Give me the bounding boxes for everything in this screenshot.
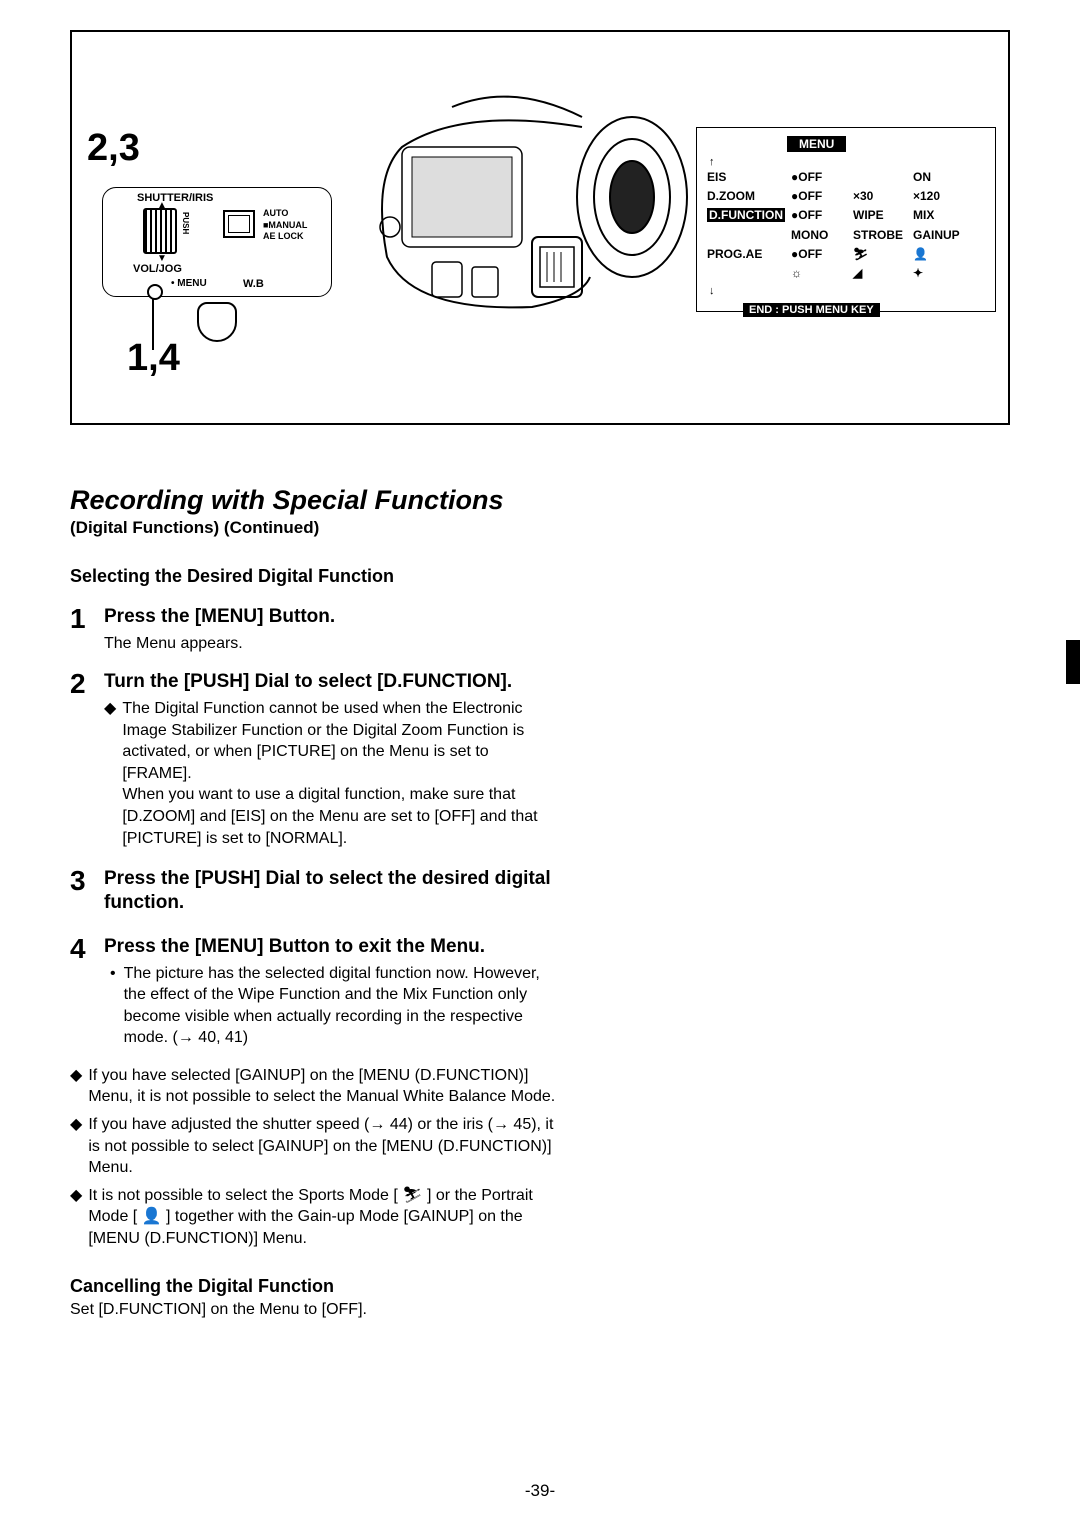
menu-screen: MENU ↑ EIS●OFFOND.ZOOM●OFF×30×120D.FUNCT… xyxy=(696,127,996,312)
diamond-note: ◆If you have selected [GAINUP] on the [M… xyxy=(70,1065,560,1108)
notes-block: ◆If you have selected [GAINUP] on the [M… xyxy=(70,1065,560,1250)
menu-screen-title: MENU xyxy=(787,136,846,152)
auto-label: AUTO xyxy=(263,208,307,220)
section-title: Recording with Special Functions xyxy=(70,485,1010,516)
diamond-note: ◆If you have adjusted the shutter speed … xyxy=(70,1114,560,1179)
dial-diagram: SHUTTER/IRIS ▲ PUSH ▼ AUTO ■MANUAL AE LO… xyxy=(102,187,332,297)
mode-switch-icon xyxy=(223,210,255,238)
cancel-heading: Cancelling the Digital Function xyxy=(70,1276,560,1297)
menu-row: MONOSTROBEGAINUP xyxy=(707,226,985,245)
menu-dot-label: • MENU xyxy=(171,278,207,289)
page-edge-tab xyxy=(1066,640,1080,684)
figure-label-23: 2,3 xyxy=(87,127,140,170)
diamond-note: ◆The Digital Function cannot be used whe… xyxy=(104,698,560,849)
step-number: 4 xyxy=(70,935,92,1049)
manual-label: ■MANUAL xyxy=(263,220,307,232)
subheading: Selecting the Desired Digital Function xyxy=(70,566,560,587)
dial-push-label: PUSH xyxy=(181,212,190,234)
dial-wheel-icon xyxy=(143,208,177,254)
step-number: 1 xyxy=(70,605,92,654)
menu-down-arrow-icon: ↓ xyxy=(709,285,985,297)
step: 1 Press the [MENU] Button. The Menu appear… xyxy=(70,605,560,654)
diamond-note: ◆It is not possible to select the Sports… xyxy=(70,1185,560,1250)
mode-labels: AUTO ■MANUAL AE LOCK xyxy=(263,208,307,243)
menu-end-label: END : PUSH MENU KEY xyxy=(743,303,880,317)
menu-row: PROG.AE●OFF⛷👤 xyxy=(707,245,985,264)
bullet-note: •The picture has the selected digital fu… xyxy=(110,963,560,1049)
page-number: -39- xyxy=(0,1481,1080,1501)
menu-row: EIS●OFFON xyxy=(707,168,985,187)
step: 2 Turn the [PUSH] Dial to select [D.FUNCT… xyxy=(70,670,560,851)
wb-button-icon xyxy=(197,302,237,342)
top-figure: 2,3 1,4 SHUTTER/IRIS ▲ PUSH ▼ AUTO ■MANU… xyxy=(70,30,1010,425)
step-number: 3 xyxy=(70,867,92,919)
menu-up-arrow-icon: ↑ xyxy=(709,156,985,168)
step-title: Turn the [PUSH] Dial to select [D.FUNCTI… xyxy=(104,670,560,694)
aelock-label: AE LOCK xyxy=(263,231,307,243)
step-title: Press the [MENU] Button to exit the Menu… xyxy=(104,935,560,959)
section-subtitle: (Digital Functions) (Continued) xyxy=(70,518,1010,538)
pointer-line-icon xyxy=(152,290,154,350)
voljog-label: VOL/JOG xyxy=(133,263,182,275)
camcorder-illustration xyxy=(332,87,692,327)
wb-label: W.B xyxy=(243,278,264,290)
step-title: Press the [MENU] Button. xyxy=(104,605,560,629)
cancel-text: Set [D.FUNCTION] on the Menu to [OFF]. xyxy=(70,1301,560,1319)
menu-row: ☼◢✦ xyxy=(707,264,985,283)
shutter-iris-label: SHUTTER/IRIS xyxy=(137,192,213,204)
step-number: 2 xyxy=(70,670,92,851)
step: 3Press the [PUSH] Dial to select the des… xyxy=(70,867,560,919)
menu-row: D.ZOOM●OFF×30×120 xyxy=(707,187,985,206)
step: 4 Press the [MENU] Button to exit the Men… xyxy=(70,935,560,1049)
step-title: Press the [PUSH] Dial to select the desi… xyxy=(104,867,560,915)
step-note: The Menu appears. xyxy=(104,633,560,655)
menu-row: D.FUNCTION●OFFWIPEMIX xyxy=(707,206,985,225)
